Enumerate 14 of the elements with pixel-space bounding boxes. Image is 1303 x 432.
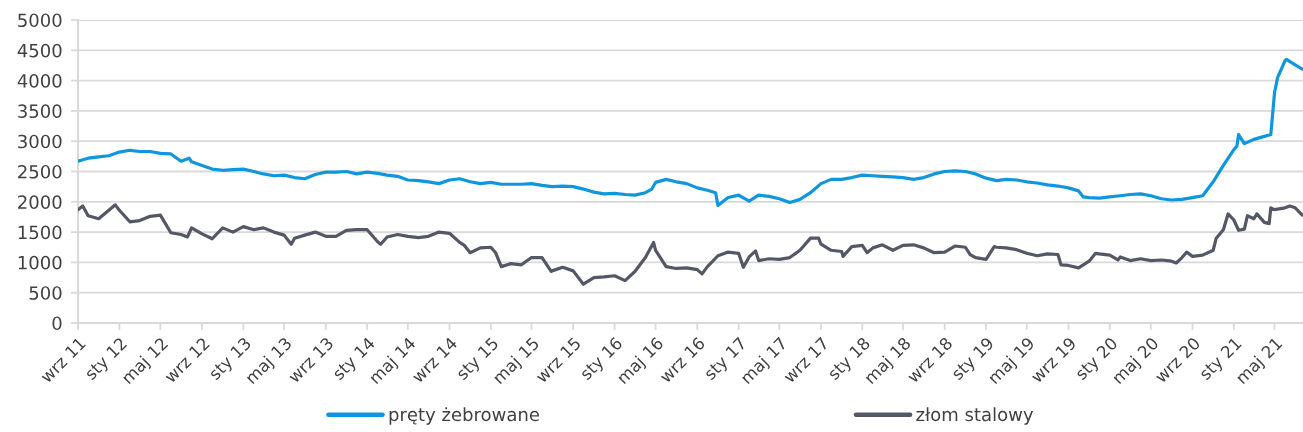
y-tick-label: 500	[29, 286, 62, 300]
y-tick-label: 2500	[18, 164, 62, 179]
legend-label: złom stalowy	[916, 407, 1034, 425]
y-tick-label: 0	[52, 316, 62, 331]
y-tick-label: 3500	[18, 104, 62, 119]
y-tick-label: 3000	[18, 134, 62, 149]
y-tick-label: 4500	[17, 43, 62, 58]
y-tick-label: 4000	[17, 74, 62, 88]
y-tick-label: 1500	[18, 225, 62, 240]
y-tick-label: 1000	[18, 255, 62, 270]
y-tick-label: 2000	[18, 195, 62, 209]
x-tick-label: wrz 11	[39, 336, 86, 384]
y-tick-label: 5000	[18, 13, 62, 28]
legend-label: pręty żebrowane	[389, 407, 540, 425]
